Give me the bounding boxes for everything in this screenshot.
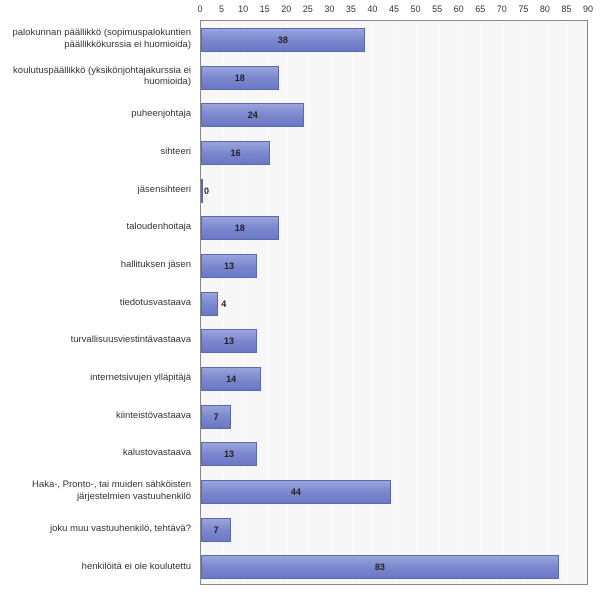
category-label: hallituksen jäsen — [0, 246, 195, 284]
category-label: joku muu vastuuhenkilö, tehtävä? — [0, 510, 195, 548]
x-axis: 051015202530354045505560657075808590 — [200, 0, 588, 20]
category-label: kalustovastaava — [0, 434, 195, 472]
x-tick-label: 5 — [219, 4, 224, 14]
bar-value-label: 83 — [375, 562, 385, 572]
x-tick-label: 30 — [324, 4, 334, 14]
category-label: sihteeri — [0, 133, 195, 171]
x-tick-label: 65 — [475, 4, 485, 14]
plot-area: 38 18 24 16 0 18 13 4 13 14 7 13 44 7 83 — [200, 20, 588, 585]
category-label: kiinteistövastaava — [0, 397, 195, 435]
bar-value-label: 24 — [248, 110, 258, 120]
x-tick-label: 75 — [518, 4, 528, 14]
chart-container: 051015202530354045505560657075808590 381… — [0, 0, 600, 595]
x-tick-label: 70 — [497, 4, 507, 14]
category-label: palokunnan päällikkö (sopimuspalokuntien… — [0, 20, 195, 58]
x-tick-label: 45 — [389, 4, 399, 14]
x-tick-label: 10 — [238, 4, 248, 14]
bar-value-label: 18 — [235, 73, 245, 83]
bar-value-label: 13 — [224, 261, 234, 271]
bar-value-label: 4 — [221, 299, 226, 309]
bar-value-label: 44 — [291, 487, 301, 497]
category-label: koulutuspäällikkö (yksikönjohtajakurssia… — [0, 58, 195, 96]
x-tick-label: 50 — [411, 4, 421, 14]
bar-value-label: 13 — [224, 449, 234, 459]
x-tick-label: 80 — [540, 4, 550, 14]
bar — [201, 292, 218, 316]
category-label: taloudenhoitaja — [0, 208, 195, 246]
category-label: Haka-, Pronto-, tai muiden sähköisten jä… — [0, 472, 195, 510]
bar-value-label: 38 — [278, 35, 288, 45]
bar-value-label: 0 — [204, 186, 209, 196]
bar-value-label: 7 — [214, 412, 219, 422]
y-axis-labels: palokunnan päällikkö (sopimuspalokuntien… — [0, 20, 195, 585]
x-tick-label: 25 — [303, 4, 313, 14]
bar-value-label: 18 — [235, 223, 245, 233]
bar-value-label: 16 — [230, 148, 240, 158]
x-tick-label: 85 — [561, 4, 571, 14]
category-label: henkilöitä ei ole koulutettu — [0, 547, 195, 585]
bar-value-label: 13 — [224, 336, 234, 346]
category-label: tiedotusvastaava — [0, 284, 195, 322]
category-label: internetsivujen ylläpitäjä — [0, 359, 195, 397]
category-label: jäsensihteeri — [0, 171, 195, 209]
x-tick-label: 40 — [367, 4, 377, 14]
x-tick-label: 90 — [583, 4, 593, 14]
category-label: puheenjohtaja — [0, 95, 195, 133]
x-tick-label: 35 — [346, 4, 356, 14]
bar — [201, 179, 203, 203]
bars-layer: 38 18 24 16 0 18 13 4 13 14 7 13 44 7 83 — [201, 21, 587, 584]
bar-value-label: 7 — [214, 525, 219, 535]
x-tick-label: 60 — [454, 4, 464, 14]
x-tick-label: 0 — [197, 4, 202, 14]
x-tick-label: 20 — [281, 4, 291, 14]
x-tick-label: 15 — [260, 4, 270, 14]
bar-value-label: 14 — [226, 374, 236, 384]
x-tick-label: 55 — [432, 4, 442, 14]
category-label: turvallisuusviestintävastaava — [0, 321, 195, 359]
